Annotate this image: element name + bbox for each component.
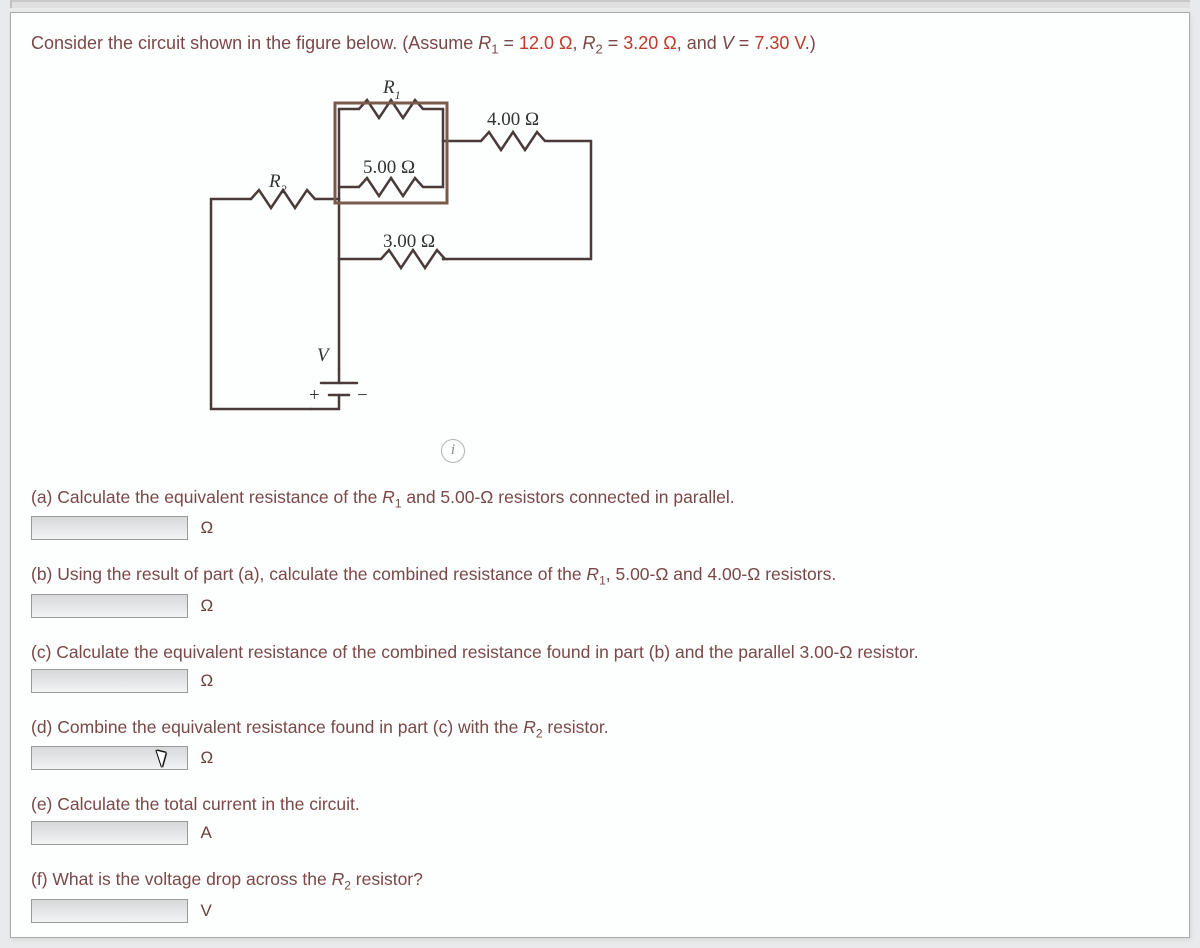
qa-label: (a) <box>31 487 57 507</box>
unit-c: Ω <box>200 671 213 691</box>
svg-text:3.00 Ω: 3.00 Ω <box>383 231 435 252</box>
qa-s1: R <box>382 487 395 507</box>
qf-s1: R <box>332 869 345 889</box>
unit-b: Ω <box>200 596 213 616</box>
prompt-r2-sym: R <box>582 33 595 53</box>
answer-input-f[interactable] <box>31 899 188 923</box>
answer-input-e[interactable] <box>31 821 188 845</box>
question-e: (e) Calculate the total current in the c… <box>31 794 1169 815</box>
qe-label: (e) <box>31 794 57 814</box>
qb-t2: , 5.00-Ω and 4.00-Ω resistors. <box>606 564 836 584</box>
answer-input-d[interactable] <box>31 746 188 770</box>
problem-sheet: Consider the circuit shown in the figure… <box>10 12 1190 938</box>
prompt-r2-sub: 2 <box>595 42 602 57</box>
qd-u1: 2 <box>536 726 543 740</box>
unit-d: Ω <box>200 748 213 768</box>
qd-label: (d) <box>31 717 57 737</box>
prompt-sep1: , <box>572 33 582 53</box>
qa-t1: Calculate the equivalent resistance of t… <box>57 487 382 507</box>
circuit-svg: R1 R2 4.00 Ω 5.00 Ω 3.00 Ω V + − <box>191 69 631 439</box>
answer-input-c[interactable] <box>31 669 188 693</box>
qc-label: (c) <box>31 642 56 662</box>
prompt-prefix: Consider the circuit shown in the figure… <box>31 33 478 53</box>
answer-row-e: A <box>31 821 1169 845</box>
svg-text:R2: R2 <box>268 171 287 196</box>
ruler-ticks <box>10 0 1190 8</box>
prompt-v-val: 7.30 V <box>754 33 804 53</box>
unit-a: Ω <box>200 518 213 538</box>
qb-u1: 1 <box>599 574 606 588</box>
answer-row-d: Ω <box>31 746 1169 770</box>
prompt-r1-sym: R <box>478 33 491 53</box>
answer-row-c: Ω <box>31 669 1169 693</box>
qe-t1: Calculate the total current in the circu… <box>57 794 360 814</box>
question-f: (f) What is the voltage drop across the … <box>31 869 1169 893</box>
prompt-text: Consider the circuit shown in the figure… <box>31 33 1169 57</box>
qa-t2: and 5.00-Ω resistors connected in parall… <box>402 487 735 507</box>
prompt-r1-val: 12.0 Ω <box>519 33 573 53</box>
svg-text:V: V <box>317 345 331 366</box>
question-b: (b) Using the result of part (a), calcul… <box>31 564 1169 588</box>
prompt-v-sym: V <box>722 33 734 53</box>
answer-row-b: Ω <box>31 594 1169 618</box>
qf-t1: What is the voltage drop across the <box>52 869 331 889</box>
question-a: (a) Calculate the equivalent resistance … <box>31 487 1169 511</box>
prompt-sep2: , and <box>677 33 722 53</box>
prompt-r1-eq: = <box>498 33 519 53</box>
prompt-r2-val: 3.20 Ω <box>623 33 677 53</box>
question-d: (d) Combine the equivalent resistance fo… <box>31 717 1169 741</box>
qd-s1: R <box>523 717 536 737</box>
qb-label: (b) <box>31 564 57 584</box>
qf-t2: resistor? <box>351 869 423 889</box>
question-c: (c) Calculate the equivalent resistance … <box>31 642 1169 663</box>
prompt-r2-eq: = <box>603 33 624 53</box>
answer-row-f: V <box>31 899 1169 923</box>
qf-u1: 2 <box>344 879 351 893</box>
svg-text:−: − <box>357 385 368 406</box>
qb-s1: R <box>586 564 599 584</box>
unit-e: A <box>200 823 211 843</box>
prompt-suffix: .) <box>805 33 816 53</box>
qb-t1: Using the result of part (a), calculate … <box>57 564 586 584</box>
answer-input-a[interactable] <box>31 516 188 540</box>
answer-input-b[interactable] <box>31 594 188 618</box>
qd-t1: Combine the equivalent resistance found … <box>57 717 523 737</box>
qa-u1: 1 <box>395 496 402 510</box>
svg-text:+: + <box>309 385 320 406</box>
answer-row-a: Ω <box>31 516 1169 540</box>
circuit-figure: R1 R2 4.00 Ω 5.00 Ω 3.00 Ω V + − i <box>191 69 651 463</box>
qf-label: (f) <box>31 869 52 889</box>
svg-text:4.00 Ω: 4.00 Ω <box>487 109 539 130</box>
qc-t1: Calculate the equivalent resistance of t… <box>56 642 918 662</box>
svg-text:5.00 Ω: 5.00 Ω <box>363 157 415 178</box>
prompt-v-eq: = <box>734 33 755 53</box>
unit-f: V <box>200 901 211 921</box>
qd-t2: resistor. <box>543 717 609 737</box>
info-icon[interactable]: i <box>441 439 465 463</box>
